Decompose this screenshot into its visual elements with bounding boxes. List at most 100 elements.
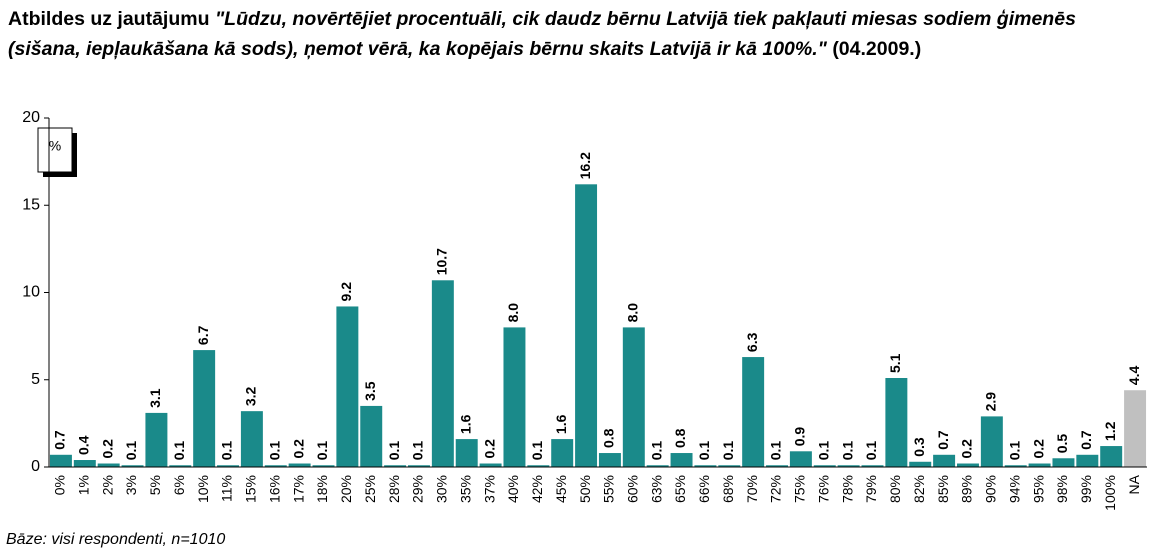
- value-label: 0.2: [290, 439, 306, 459]
- x-tick-label: 16%: [266, 475, 282, 503]
- value-label: 16.2: [577, 152, 593, 179]
- x-tick-label: 18%: [314, 475, 330, 503]
- bar: [575, 184, 598, 467]
- x-tick-label: NA: [1126, 474, 1142, 494]
- bar: [240, 411, 263, 467]
- value-label: 0.7: [935, 430, 951, 450]
- unit-box: [37, 127, 73, 173]
- bar: [384, 465, 407, 467]
- x-tick-label: 29%: [410, 475, 426, 503]
- bar: [336, 306, 359, 467]
- bar: [217, 465, 240, 467]
- bar: [121, 465, 144, 467]
- title-question: "Lūdzu, novērtējiet procentuāli, cik dau…: [8, 8, 1076, 60]
- value-label: 0.1: [863, 441, 879, 461]
- x-tick-label: 70%: [744, 475, 760, 503]
- bar: [766, 465, 789, 467]
- title-suffix: (04.2009.): [832, 38, 922, 60]
- bar: [933, 454, 956, 467]
- x-tick-label: 5%: [147, 475, 163, 495]
- bar: [288, 463, 311, 467]
- bar: [49, 454, 72, 467]
- bar: [1028, 463, 1051, 467]
- value-label: 0.2: [481, 439, 497, 459]
- bar: [598, 453, 621, 467]
- value-label: 0.1: [123, 441, 139, 461]
- value-label: 0.2: [99, 439, 115, 459]
- bar: [646, 465, 669, 467]
- bar: [718, 465, 741, 467]
- bar: [813, 465, 836, 467]
- x-tick-label: 60%: [625, 475, 641, 503]
- value-label: 0.2: [1030, 439, 1046, 459]
- value-label: 0.7: [52, 430, 68, 450]
- x-tick-label: 0%: [52, 475, 68, 495]
- x-tick-label: 90%: [983, 475, 999, 503]
- value-label: 0.1: [171, 441, 187, 461]
- x-tick-label: 3%: [123, 475, 139, 495]
- x-tick-label: 94%: [1006, 475, 1022, 503]
- x-tick-label: 11%: [219, 475, 235, 502]
- value-label: 3.1: [147, 388, 163, 408]
- x-tick-label: 15%: [243, 475, 259, 503]
- value-label: 2.9: [983, 392, 999, 412]
- value-label: 6.3: [744, 332, 760, 352]
- x-tick-label: 63%: [648, 475, 664, 503]
- x-tick-label: 65%: [672, 475, 688, 503]
- x-tick-label: 95%: [1030, 475, 1046, 503]
- x-tick-label: 82%: [911, 475, 927, 503]
- bar: [837, 465, 860, 467]
- x-tick-label: 55%: [601, 475, 617, 503]
- value-label: 6.7: [195, 325, 211, 345]
- value-label: 0.1: [314, 441, 330, 461]
- x-tick-label: 2%: [99, 475, 115, 495]
- bar: [97, 463, 120, 467]
- x-tick-label: 78%: [839, 475, 855, 503]
- bar: [193, 350, 216, 467]
- value-label: 0.9: [792, 427, 808, 447]
- y-unit: %: [49, 138, 61, 154]
- value-label: 0.1: [1006, 441, 1022, 461]
- bar: [1052, 458, 1075, 467]
- x-tick-label: 80%: [887, 475, 903, 503]
- x-tick-label: 98%: [1054, 475, 1070, 503]
- bar: [956, 463, 979, 467]
- value-label: 10.7: [434, 248, 450, 275]
- value-label: 0.1: [815, 441, 831, 461]
- value-label: 0.1: [529, 441, 545, 461]
- value-label: 3.2: [243, 386, 259, 406]
- bar: [360, 405, 383, 467]
- x-tick-label: 42%: [529, 475, 545, 503]
- y-tick-label: 0: [31, 458, 40, 475]
- x-tick-label: 45%: [553, 475, 569, 503]
- y-tick-label: 15: [22, 196, 40, 213]
- bar: [885, 378, 908, 467]
- value-label: 0.3: [911, 437, 927, 457]
- x-tick-label: 17%: [290, 475, 306, 503]
- bar: [1124, 390, 1147, 467]
- value-label: 9.2: [338, 282, 354, 302]
- value-label: 0.8: [672, 428, 688, 448]
- value-label: 8.0: [505, 303, 521, 323]
- x-tick-label: 75%: [792, 475, 808, 503]
- x-tick-label: 50%: [577, 475, 593, 503]
- bar: [1100, 446, 1123, 467]
- footnote: Bāze: visi respondenti, n=1010: [6, 531, 225, 548]
- x-tick-label: 25%: [362, 475, 378, 503]
- bar: [622, 327, 645, 467]
- y-tick-label: 10: [22, 284, 40, 301]
- x-tick-label: 28%: [386, 475, 402, 503]
- value-label: 0.1: [839, 441, 855, 461]
- value-label: 0.1: [648, 441, 664, 461]
- bar: [861, 465, 884, 467]
- y-tick-label: 20: [22, 109, 40, 126]
- x-tick-label: 6%: [171, 475, 187, 495]
- y-tick-label: 5: [31, 371, 40, 388]
- bar: [551, 439, 574, 467]
- value-label: 0.1: [768, 441, 784, 461]
- x-tick-label: 35%: [457, 475, 473, 503]
- value-label: 0.8: [601, 428, 617, 448]
- x-tick-label: 100%: [1102, 475, 1118, 511]
- value-label: 5.1: [887, 353, 903, 373]
